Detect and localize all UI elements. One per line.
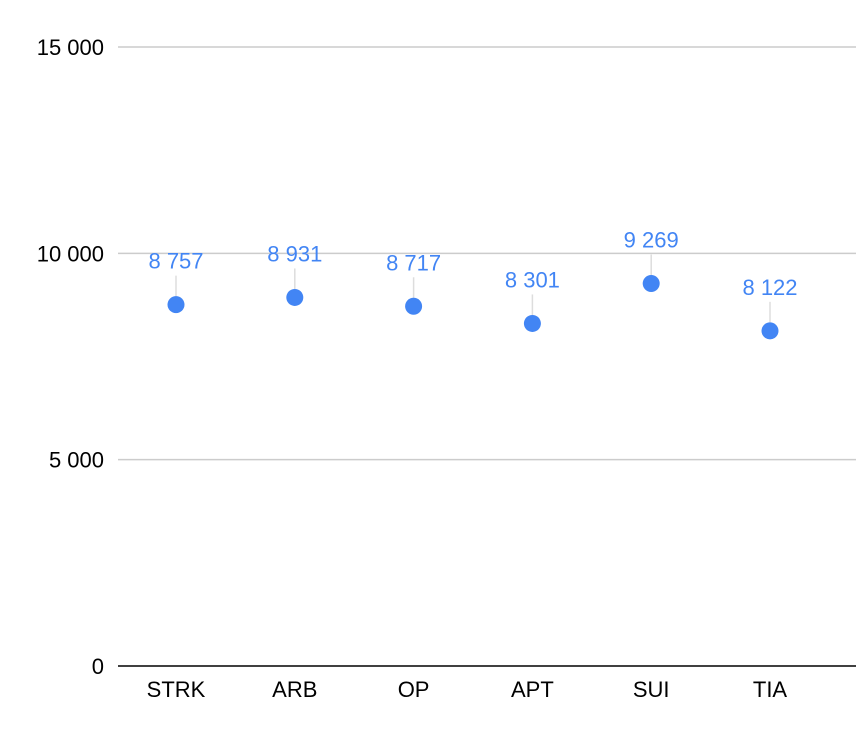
gridlines (118, 46, 856, 461)
data-label: 8 717 (386, 250, 441, 275)
y-tick-label: 15 000 (37, 35, 104, 60)
data-point (523, 314, 541, 332)
data-point (167, 296, 185, 314)
y-axis-ticks: 0 5 000 10 000 15 000 (37, 35, 104, 679)
data-label: 8 122 (742, 275, 797, 300)
data-point (642, 274, 660, 292)
data-point (405, 297, 423, 315)
x-category-label: ARB (272, 677, 317, 702)
data-label: 8 931 (267, 241, 322, 266)
y-tick-label: 5 000 (49, 448, 104, 473)
data-label: 8 301 (505, 267, 560, 292)
data-label: 9 269 (624, 227, 679, 252)
data-point (761, 322, 779, 340)
x-category-label: APT (511, 677, 554, 702)
y-tick-label: 0 (92, 654, 104, 679)
data-point (286, 288, 304, 306)
x-category-label: OP (398, 677, 430, 702)
x-category-label: STRK (147, 677, 206, 702)
x-category-label: SUI (633, 677, 670, 702)
data-label: 8 757 (148, 249, 203, 274)
data-label-leaders (175, 254, 771, 323)
y-tick-label: 10 000 (37, 241, 104, 266)
x-category-label: TIA (753, 677, 788, 702)
x-axis-categories: STRK ARB OP APT SUI TIA (147, 677, 788, 702)
data-points (167, 274, 779, 340)
data-labels: 8 757 8 931 8 717 8 301 9 269 8 122 (148, 227, 797, 299)
